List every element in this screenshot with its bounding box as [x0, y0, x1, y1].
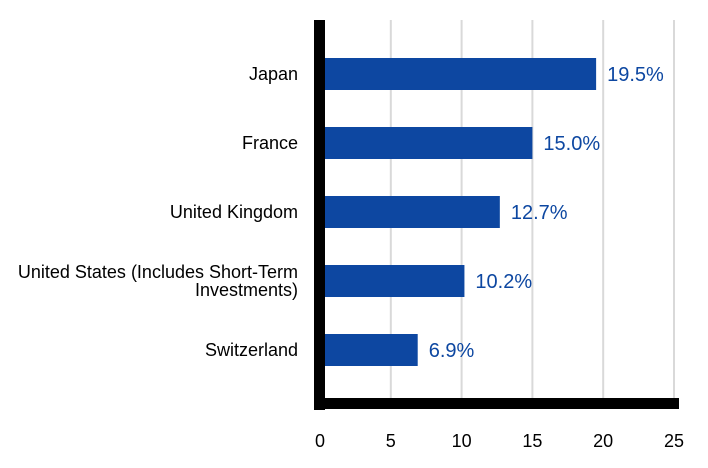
bar-2 — [320, 127, 533, 159]
category-label-2: France — [242, 133, 298, 153]
value-label-1: 19.5% — [607, 64, 664, 86]
category-label-3: United Kingdom — [170, 202, 298, 222]
bars — [320, 58, 597, 366]
bar-3 — [320, 196, 500, 228]
category-label-1: Japan — [249, 64, 298, 84]
x-axis-line — [314, 398, 679, 409]
y-axis-line — [314, 20, 325, 410]
x-tick-label-0: 0 — [315, 431, 325, 451]
x-tick-label-20: 20 — [593, 431, 613, 451]
bar-5 — [320, 334, 418, 366]
value-labels: 19.5% 15.0% 12.7% 10.2% 6.9% — [429, 64, 664, 362]
value-label-2: 15.0% — [543, 133, 600, 155]
value-label-5: 6.9% — [429, 340, 475, 362]
value-label-4: 10.2% — [475, 271, 532, 293]
category-label-4: United States (Includes Short-Term Invest… — [18, 262, 298, 300]
bar-4 — [320, 265, 465, 297]
x-tick-label-15: 15 — [522, 431, 542, 451]
x-tick-label-5: 5 — [386, 431, 396, 451]
axes — [314, 20, 679, 410]
x-tick-label-10: 10 — [452, 431, 472, 451]
value-label-3: 12.7% — [511, 202, 568, 224]
x-tick-labels: 0 5 10 15 20 25 — [315, 431, 684, 451]
category-label-5: Switzerland — [205, 340, 298, 360]
x-tick-label-25: 25 — [664, 431, 684, 451]
bar-1 — [320, 58, 597, 90]
category-labels: Japan France United Kingdom United States (… — [18, 64, 298, 360]
